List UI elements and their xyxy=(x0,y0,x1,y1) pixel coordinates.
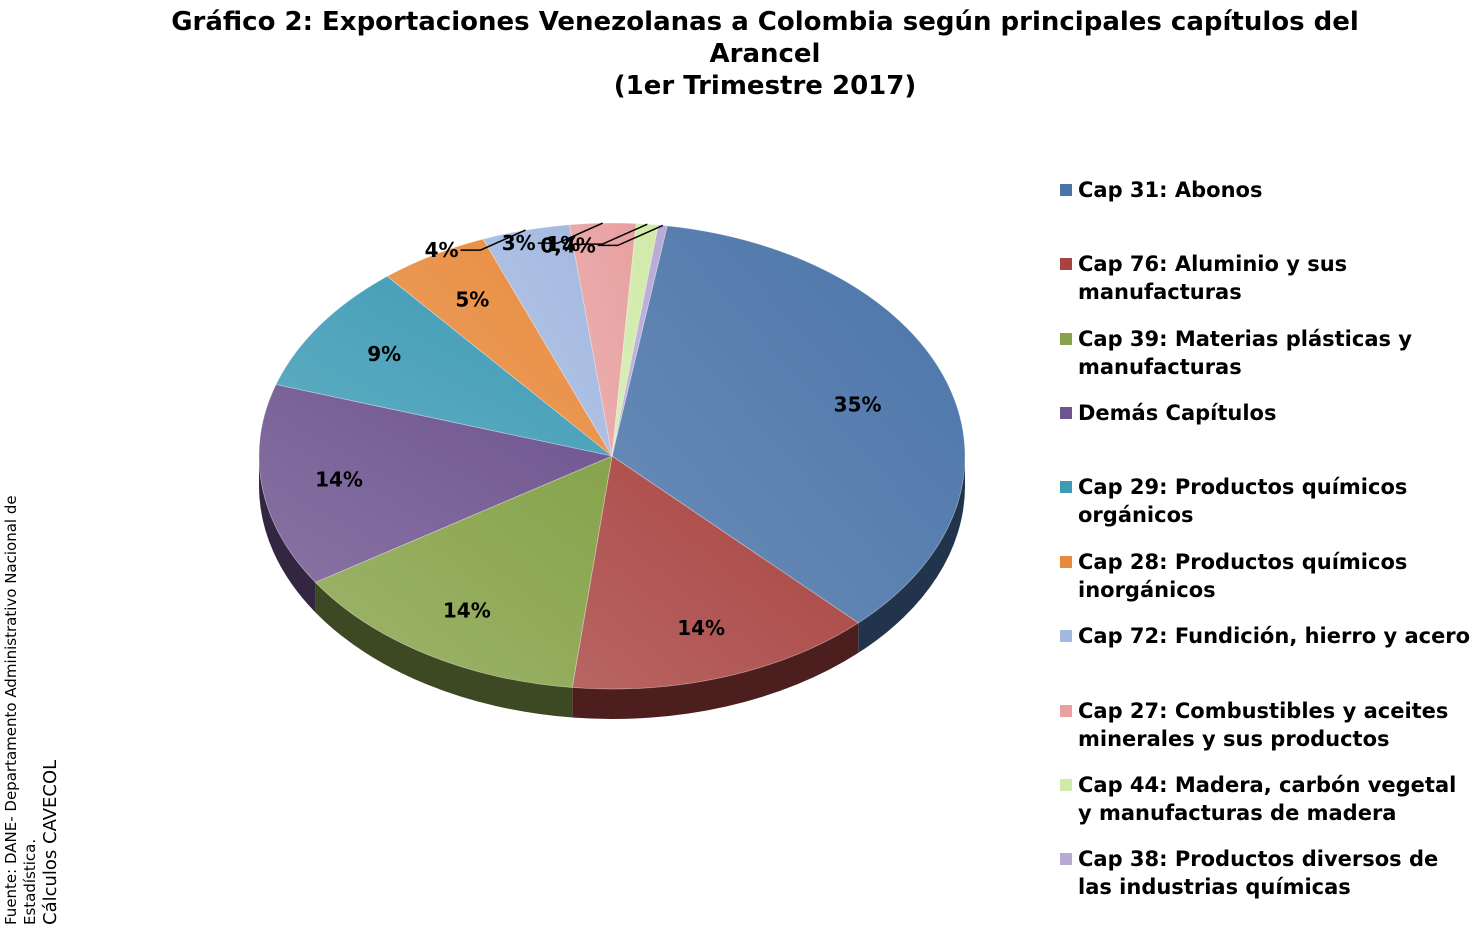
legend: Cap 31: Abonos Cap 76: Aluminio y sus man… xyxy=(1058,0,1478,935)
legend-label: Cap 76: Aluminio y sus manufacturas xyxy=(1078,252,1348,304)
title-line-1: Gráfico 2: Exportaciones Venezolanas a C… xyxy=(171,7,1359,37)
legend-item-cap-44-madera-carbon-vegetal-y-manufacturas-de-madera: Cap 44: Madera, carbón vegetal y manufac… xyxy=(1058,771,1473,827)
data-label-cap-38-productos-diversos-de-las-industrias-quimicas: 0,4% xyxy=(540,233,595,257)
legend-swatch xyxy=(1060,184,1072,196)
source-line-1: Fuente: DANE- Departamento Administrativ… xyxy=(2,495,20,925)
legend-swatch xyxy=(1060,333,1072,345)
legend-item-cap-28-productos-quimicos-inorganicos: Cap 28: Productos químicos inorgánicos xyxy=(1058,548,1473,604)
data-label-cap-39-materias-plasticas-y-manufacturas: 14% xyxy=(443,598,491,622)
legend-swatch xyxy=(1060,853,1072,865)
legend-item-cap-39-materias-plasticas-y-manufacturas: Cap 39: Materias plásticas y manufactura… xyxy=(1058,325,1473,381)
title-line-2: Arancel xyxy=(709,39,821,69)
legend-label: Cap 39: Materias plásticas y manufactura… xyxy=(1078,327,1413,379)
legend-label: Demás Capítulos xyxy=(1078,401,1277,425)
pie-slice-demas-capitulos xyxy=(258,384,614,583)
data-label-cap-44-madera-carbon-vegetal-y-manufacturas-de-madera: 1% xyxy=(546,232,580,256)
legend-item-cap-29-productos-quimicos-organicos: Cap 29: Productos químicos orgánicos xyxy=(1058,473,1473,529)
legend-swatch xyxy=(1060,481,1072,493)
legend-label: Cap 27: Combustibles y aceites minerales… xyxy=(1078,699,1449,751)
leader-line-cap-38-productos-diversos-de-las-industrias-quimicas xyxy=(597,224,664,247)
pie-leader-lines xyxy=(460,222,664,251)
pie-side-cap-76-aluminio-y-sus-manufacturas xyxy=(572,622,859,720)
pie-slice-cap-39-materias-plasticas-y-manufacturas xyxy=(314,455,613,688)
data-label-cap-31-abonos: 35% xyxy=(834,393,882,417)
legend-item-cap-38-productos-diversos-de-las-industrias-quimicas: Cap 38: Productos diversos de las indust… xyxy=(1058,845,1473,901)
data-label-cap-29-productos-quimicos-organicos: 9% xyxy=(367,342,401,366)
legend-swatch xyxy=(1060,630,1072,642)
pie-slice-cap-76-aluminio-y-sus-manufacturas xyxy=(571,455,859,690)
legend-label: Cap 29: Productos químicos orgánicos xyxy=(1078,475,1408,527)
pie-slice-cap-31-abonos xyxy=(611,225,966,624)
leader-line-cap-44-madera-carbon-vegetal-y-manufacturas-de-madera xyxy=(582,223,648,245)
title-line-3: (1er Trimestre 2017) xyxy=(613,71,917,101)
source-line-2: Estadística. xyxy=(21,838,39,925)
pie-labels: 35% 14% 14% 14% 9% 5% 4% 3% 1%0,4% xyxy=(315,231,881,640)
legend-label: Cap 31: Abonos xyxy=(1078,178,1263,202)
legend-item-cap-72-fundicion-hierro-y-acero: Cap 72: Fundición, hierro y acero xyxy=(1058,622,1473,650)
pie-slice-cap-29-productos-quimicos-organicos xyxy=(275,275,613,457)
legend-swatch xyxy=(1060,779,1072,791)
legend-item-cap-27-combustibles-y-aceites-minerales-y-sus-productos: Cap 27: Combustibles y aceites minerales… xyxy=(1058,697,1473,753)
data-label-cap-27-combustibles-y-aceites-minerales-y-sus-productos: 3% xyxy=(502,231,536,255)
pie-slice-cap-28-productos-quimicos-inorganicos xyxy=(386,238,613,457)
data-label-demas-capitulos: 14% xyxy=(315,468,363,492)
legend-swatch xyxy=(1060,258,1072,270)
chart-title: Gráfico 2: Exportaciones Venezolanas a C… xyxy=(160,6,1370,102)
pie-chart: 35% 14% 14% 14% 9% 5% 4% 3% 1%0,4% xyxy=(258,222,966,720)
pie-side-demas-capitulos xyxy=(259,456,316,613)
pie-depth xyxy=(259,456,965,720)
pie-side-cap-31-abonos xyxy=(858,456,965,653)
legend-label: Cap 38: Productos diversos de las indust… xyxy=(1078,847,1439,899)
leader-line-cap-72-fundicion-hierro-y-acero xyxy=(460,229,526,251)
legend-swatch xyxy=(1060,556,1072,568)
legend-swatch xyxy=(1060,705,1072,717)
legend-label: Cap 28: Productos químicos inorgánicos xyxy=(1078,550,1408,602)
data-label-cap-28-productos-quimicos-inorganicos: 5% xyxy=(455,287,489,311)
pie-top xyxy=(258,222,966,690)
pie-side-cap-39-materias-plasticas-y-manufacturas xyxy=(315,582,573,718)
legend-swatch xyxy=(1060,407,1072,419)
legend-item-cap-76-aluminio-y-sus-manufacturas: Cap 76: Aluminio y sus manufacturas xyxy=(1058,250,1473,306)
source-credit: Cálculos CAVECOL xyxy=(40,759,61,925)
legend-item-cap-31-abonos: Cap 31: Abonos xyxy=(1058,176,1473,204)
legend-item-demas-capitulos: Demás Capítulos xyxy=(1058,399,1473,427)
data-label-cap-72-fundicion-hierro-y-acero: 4% xyxy=(425,238,459,262)
legend-label: Cap 44: Madera, carbón vegetal y manufac… xyxy=(1078,773,1457,825)
legend-label: Cap 72: Fundición, hierro y acero xyxy=(1078,624,1471,648)
leader-line-cap-27-combustibles-y-aceites-minerales-y-sus-productos xyxy=(537,222,604,244)
data-label-cap-76-aluminio-y-sus-manufacturas: 14% xyxy=(677,616,725,640)
source-note: Fuente: DANE- Departamento Administrativ… xyxy=(2,455,62,925)
pie-slice-cap-72-fundicion-hierro-y-acero xyxy=(482,224,613,457)
